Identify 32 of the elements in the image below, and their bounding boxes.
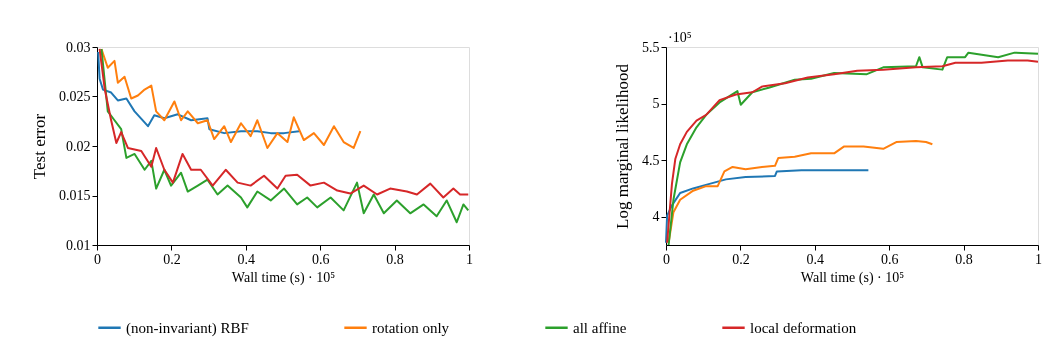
x-tick-label: 0.2 — [732, 251, 750, 267]
text: ·10⁵ — [668, 30, 692, 45]
line-series — [97, 50, 300, 135]
x-axis-title: Wall time (s) · 10⁵ — [231, 269, 336, 286]
x-tick-label: 1 — [1035, 251, 1042, 267]
x-tick-label: 0 — [663, 251, 670, 267]
y-tick-label: 4.5 — [642, 152, 660, 168]
legend-label: rotation only — [372, 319, 450, 336]
y-tick-label: 5.5 — [642, 39, 660, 55]
y-tick-label: 0.02 — [66, 138, 91, 154]
line-series — [665, 169, 870, 244]
y-tick-label: 0.03 — [66, 39, 91, 55]
y-tick-label: 0.025 — [59, 89, 91, 104]
legend-label: local deformation — [750, 319, 857, 336]
x-tick-label: 0.6 — [311, 251, 330, 267]
x-axis-title: Wall time (s) · 10⁵ — [800, 269, 905, 286]
y-axis-title: Log marginal likelihood — [613, 63, 632, 229]
x-tick-label: 0.4 — [237, 251, 256, 267]
x-tick-label: 0.6 — [880, 251, 899, 267]
x-tick-label: 0.8 — [386, 251, 404, 267]
x-tick-label: 0 — [94, 251, 101, 267]
x-tick-label: 1 — [466, 251, 473, 267]
y-axis-title: Test error — [30, 113, 49, 180]
x-tick-label: 0.4 — [806, 251, 825, 267]
y-tick-label: 0.015 — [59, 188, 91, 203]
y-tick-label: 0.01 — [66, 237, 91, 253]
y-tick-label: 4 — [652, 209, 660, 225]
x-tick-label: 0.2 — [163, 251, 181, 267]
x-tick-label: 0.8 — [955, 251, 973, 267]
legend-label: (non-invariant) RBF — [126, 319, 249, 337]
legend-label: all affine — [573, 319, 627, 336]
y-tick-label: 5 — [652, 96, 660, 112]
